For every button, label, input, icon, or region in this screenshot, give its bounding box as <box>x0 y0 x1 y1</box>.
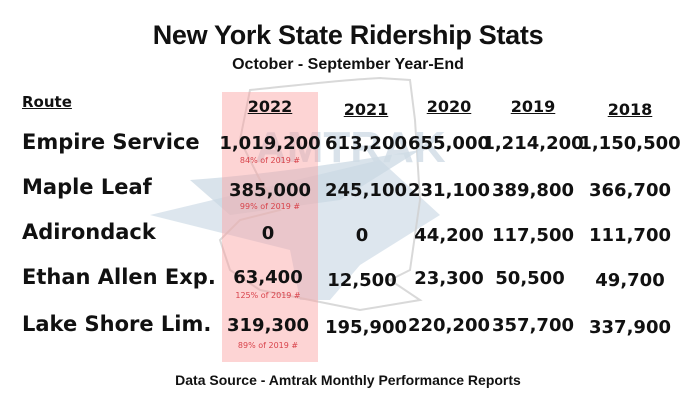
value-cell: 337,900 <box>589 317 671 338</box>
value-cell: 63,400 <box>233 267 303 288</box>
chart-subtitle: October - September Year-End <box>232 56 464 73</box>
route-label: Adirondack <box>22 220 156 244</box>
value-cell: 0 <box>261 223 275 244</box>
value-cell: 1,150,500 <box>579 133 681 154</box>
value-cell: 231,100 <box>408 180 490 201</box>
chart-title: New York State Ridership Stats <box>152 20 544 50</box>
value-cell: 655,000 <box>408 133 490 154</box>
value-cell: 319,300 <box>227 315 309 336</box>
value-cell: 23,300 <box>414 268 484 289</box>
value-cell: 220,200 <box>408 315 490 336</box>
value-cell: 357,700 <box>492 315 574 336</box>
value-cell: 245,100 <box>325 180 407 201</box>
percent-note: 125% of 2019 # <box>235 291 301 300</box>
route-label: Ethan Allen Exp. <box>22 265 216 289</box>
route-header: Route <box>22 93 72 111</box>
data-source: Data Source - Amtrak Monthly Performance… <box>175 372 521 388</box>
value-cell: 366,700 <box>589 180 671 201</box>
value-cell: 44,200 <box>414 225 484 246</box>
year-header-2022: 2022 <box>247 97 293 116</box>
year-header-2019: 2019 <box>510 97 556 116</box>
value-cell: 111,700 <box>589 225 671 246</box>
year-header-2021: 2021 <box>343 100 389 119</box>
percent-note: 89% of 2019 # <box>237 341 299 350</box>
value-cell: 117,500 <box>492 225 574 246</box>
route-label: Lake Shore Lim. <box>22 312 212 336</box>
value-cell: 49,700 <box>595 270 665 291</box>
year-header-2018: 2018 <box>607 100 653 119</box>
value-cell: 385,000 <box>229 180 311 201</box>
value-cell: 50,500 <box>495 268 565 289</box>
value-cell: 613,200 <box>325 133 407 154</box>
value-cell: 389,800 <box>492 180 574 201</box>
route-label: Empire Service <box>22 130 200 154</box>
value-cell: 1,214,200 <box>482 133 584 154</box>
value-cell: 1,019,200 <box>219 133 321 154</box>
highlight-2022-column <box>222 92 318 362</box>
route-label: Maple Leaf <box>22 175 152 199</box>
percent-note: 84% of 2019 # <box>239 156 301 165</box>
percent-note: 99% of 2019 # <box>239 202 301 211</box>
value-cell: 195,900 <box>325 317 407 338</box>
year-header-2020: 2020 <box>426 97 472 116</box>
value-cell: 12,500 <box>327 270 397 291</box>
value-cell: 0 <box>355 225 369 246</box>
